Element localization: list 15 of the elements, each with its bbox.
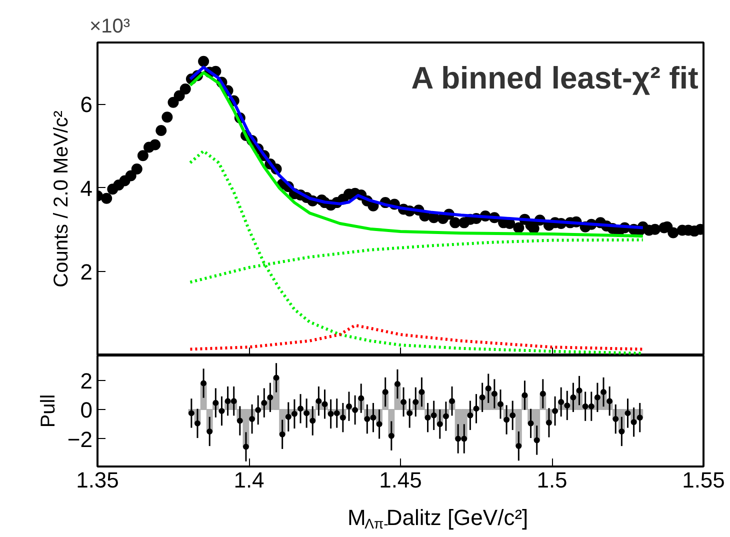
y-tick-label: 4: [80, 176, 93, 201]
y-axis-title: Pull: [37, 394, 60, 428]
annotation: A binned least-χ² fit: [411, 60, 698, 96]
y-axis-title: Counts / 2.0 MeV/c²: [50, 110, 72, 288]
x-tick-label: 1.5: [536, 468, 568, 492]
y-tick-label: 6: [80, 92, 93, 118]
x-tick-label: 1.55: [682, 468, 725, 492]
x-tick-label: 1.45: [379, 468, 422, 492]
y-tick-label: 2: [80, 368, 93, 394]
text: ×10³: [90, 16, 130, 38]
y-tick-label: 2: [80, 260, 93, 285]
x-tick-label: 1.35: [76, 468, 119, 492]
x-tick-label: 1.4: [234, 468, 264, 492]
y-tick-label: 0: [80, 398, 93, 423]
y-tick-label: −2: [67, 426, 93, 452]
